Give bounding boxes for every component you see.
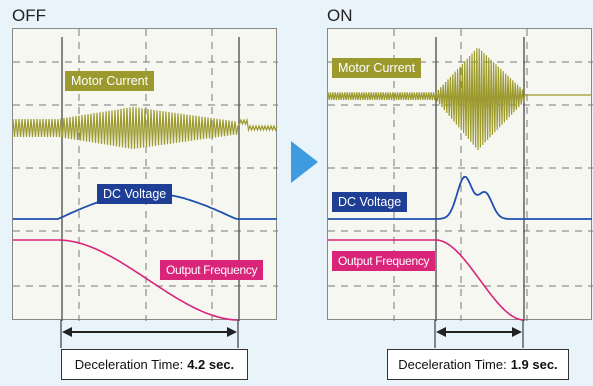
- off-motor-current-label: Motor Current: [65, 71, 155, 91]
- off-decel-value: 4.2 sec.: [187, 357, 235, 372]
- off-decel-time-box: Deceleration Time: 4.2 sec.: [61, 349, 248, 380]
- on-output-frequency-trace: [328, 239, 525, 321]
- on-dc-voltage-trace: [328, 175, 592, 220]
- arrow-right-icon: [291, 141, 318, 183]
- on-motor-current-trace: [327, 48, 592, 151]
- on-decel-label: Deceleration Time:: [398, 357, 507, 372]
- off-scope: Motor Current DC Voltage Output Frequenc…: [12, 28, 278, 321]
- on-decel-value: 1.9 sec.: [510, 357, 558, 372]
- on-output-frequency-label: Output Frequency: [332, 251, 436, 271]
- off-dc-voltage-label: DC Voltage: [97, 184, 173, 204]
- off-decel-arrow: [60, 320, 239, 348]
- on-decel-arrow: [434, 320, 524, 348]
- on-decel-time-box: Deceleration Time: 1.9 sec.: [387, 349, 569, 380]
- off-decel-label: Deceleration Time:: [74, 357, 184, 372]
- off-output-frequency-trace: [13, 239, 239, 321]
- on-scope: Motor Current DC Voltage Output Frequenc…: [327, 28, 593, 321]
- on-panel-title: ON: [327, 6, 353, 25]
- off-output-frequency-label: Output Frequency: [160, 260, 264, 280]
- off-panel-title: OFF: [12, 6, 46, 25]
- on-motor-current-label: Motor Current: [332, 58, 422, 78]
- off-motor-current-trace: [12, 106, 278, 149]
- on-dc-voltage-label: DC Voltage: [332, 192, 408, 212]
